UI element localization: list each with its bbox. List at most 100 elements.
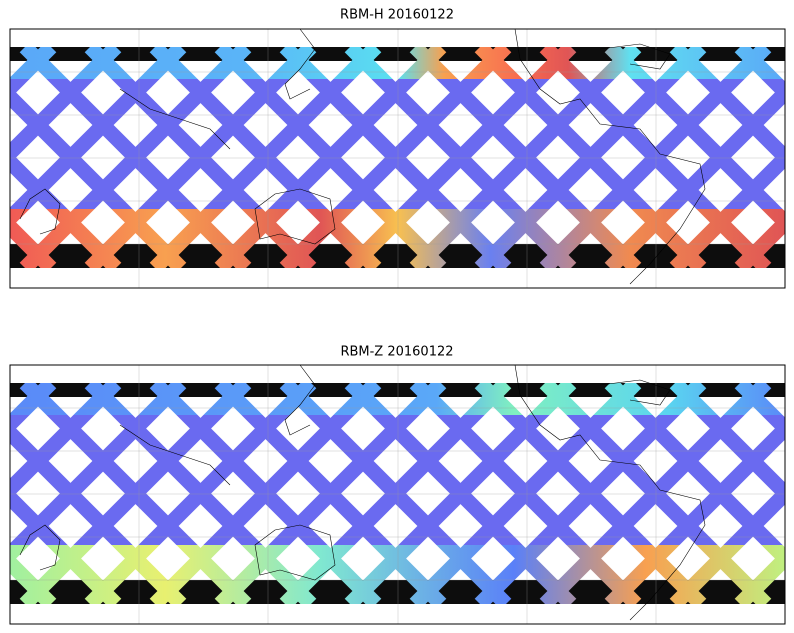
swath bbox=[669, 545, 745, 604]
swaths bbox=[10, 79, 785, 209]
swath bbox=[501, 545, 577, 604]
swath bbox=[696, 415, 785, 504]
swath bbox=[474, 545, 550, 604]
swath bbox=[436, 209, 512, 268]
swath bbox=[84, 209, 160, 268]
swath bbox=[604, 545, 680, 604]
swath bbox=[19, 209, 95, 268]
swath bbox=[371, 209, 447, 268]
swath bbox=[241, 209, 317, 268]
map-frame bbox=[9, 28, 786, 289]
swath bbox=[566, 545, 642, 604]
swath bbox=[10, 415, 95, 500]
swath bbox=[203, 79, 355, 209]
swath bbox=[241, 545, 317, 604]
swath-strip bbox=[10, 244, 785, 268]
swath bbox=[593, 79, 745, 209]
swath bbox=[658, 418, 785, 545]
swath bbox=[214, 545, 290, 604]
swath bbox=[84, 545, 160, 604]
swath bbox=[10, 79, 30, 99]
swath bbox=[409, 545, 485, 604]
swath bbox=[696, 209, 772, 268]
coastline bbox=[599, 379, 671, 406]
swath bbox=[344, 545, 420, 604]
swath bbox=[398, 79, 550, 209]
swath bbox=[73, 79, 225, 209]
swath-strip bbox=[10, 47, 785, 61]
swath bbox=[268, 79, 420, 209]
swath bbox=[528, 415, 680, 545]
swath bbox=[696, 545, 772, 604]
swath bbox=[436, 545, 512, 604]
swath bbox=[501, 209, 577, 268]
swath bbox=[593, 415, 745, 545]
coastline bbox=[119, 88, 231, 150]
swath bbox=[10, 79, 160, 209]
swath bbox=[10, 216, 57, 268]
swath bbox=[203, 415, 355, 545]
swath bbox=[10, 415, 30, 435]
swath bbox=[149, 545, 225, 604]
swath-strip bbox=[10, 580, 785, 604]
map-panel bbox=[9, 28, 786, 289]
swaths bbox=[10, 383, 785, 415]
swath bbox=[279, 209, 355, 268]
swath bbox=[344, 209, 420, 268]
swath bbox=[539, 209, 615, 268]
swath bbox=[306, 545, 382, 604]
swath bbox=[696, 79, 785, 168]
swath bbox=[734, 212, 785, 268]
swath bbox=[46, 209, 122, 268]
swath bbox=[268, 415, 420, 545]
swath bbox=[10, 79, 95, 164]
swath bbox=[761, 415, 785, 439]
coastline bbox=[284, 364, 316, 436]
swath bbox=[176, 545, 252, 604]
panel-title: RBM-H 20160122 bbox=[340, 8, 454, 23]
coastline bbox=[514, 364, 706, 621]
swath-strip bbox=[10, 383, 785, 397]
swath bbox=[333, 415, 485, 545]
swath bbox=[528, 79, 680, 209]
swath bbox=[604, 209, 680, 268]
swath bbox=[631, 545, 707, 604]
swath bbox=[10, 552, 57, 604]
swath bbox=[138, 415, 290, 545]
swath bbox=[409, 209, 485, 268]
swath bbox=[138, 79, 290, 209]
swath bbox=[658, 82, 785, 209]
coastline bbox=[254, 524, 336, 581]
swath bbox=[474, 209, 550, 268]
coastline bbox=[19, 524, 61, 571]
swaths bbox=[10, 415, 785, 545]
swaths bbox=[10, 47, 785, 79]
swath bbox=[734, 548, 785, 604]
swath bbox=[463, 79, 615, 209]
coastline bbox=[284, 28, 316, 100]
swath bbox=[539, 545, 615, 604]
swath bbox=[73, 415, 225, 545]
swath bbox=[279, 545, 355, 604]
swath bbox=[669, 209, 745, 268]
swath bbox=[566, 209, 642, 268]
swath bbox=[333, 79, 485, 209]
map-panel bbox=[9, 364, 786, 625]
swath bbox=[111, 209, 187, 268]
swath bbox=[111, 545, 187, 604]
swath bbox=[371, 545, 447, 604]
swath bbox=[176, 209, 252, 268]
swath bbox=[149, 209, 225, 268]
swath bbox=[19, 545, 95, 604]
map-frame bbox=[9, 364, 786, 625]
coastline bbox=[514, 28, 706, 285]
coastline bbox=[119, 424, 231, 486]
swath bbox=[46, 545, 122, 604]
swath bbox=[761, 79, 785, 103]
coastline bbox=[254, 188, 336, 245]
swath bbox=[463, 415, 615, 545]
panel-title: RBM-Z 20160122 bbox=[340, 345, 453, 360]
swath bbox=[214, 209, 290, 268]
coastline bbox=[599, 43, 671, 70]
